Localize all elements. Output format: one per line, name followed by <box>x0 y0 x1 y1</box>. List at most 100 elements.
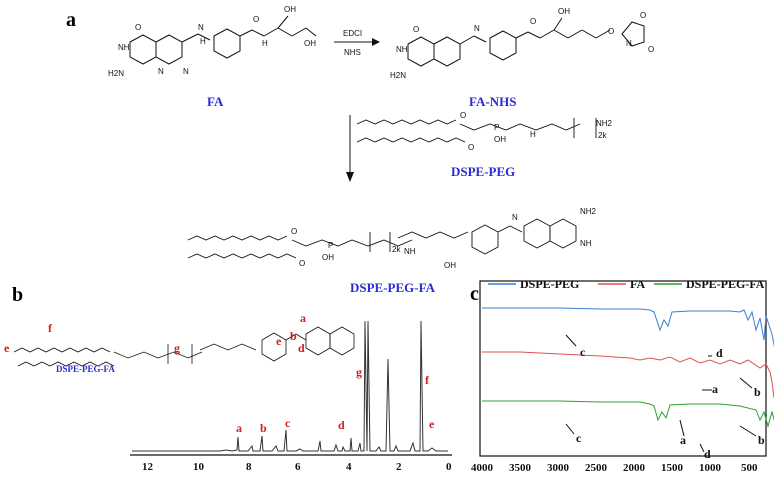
peak-label-b: b <box>260 421 267 435</box>
compound-label-dspe-peg: DSPE-PEG <box>451 164 515 179</box>
ftir-tick-4000: 4000 <box>471 462 494 474</box>
fanhs-atom-o3: O <box>608 27 614 36</box>
legend-label-dspe-peg: DSPE-PEG <box>520 277 579 291</box>
ftir-ann-c-blue: c <box>580 345 586 359</box>
nmr-tick-6: 6 <box>295 461 301 473</box>
ftir-frame <box>479 280 767 457</box>
dspeg-atom-p: P <box>494 123 499 132</box>
struct-label-e: e <box>4 341 10 355</box>
nmr-tick-12: 12 <box>142 461 154 473</box>
struct-label-d: d <box>298 341 305 355</box>
ftir-tick-1500: 1500 <box>661 462 684 474</box>
peak-label-d: d <box>338 418 345 432</box>
ftir-ann-b-green: b <box>758 433 765 447</box>
fa-nhs-atoms: O NH H2N N O OH O N O O <box>390 7 654 80</box>
fanhs-atom-oh: OH <box>558 7 570 16</box>
fa-atom-o2: O <box>253 15 259 24</box>
peak-label-a: a <box>236 421 242 435</box>
reaction-arrow-1 <box>334 38 380 46</box>
panel-label-c: c <box>470 283 479 305</box>
fa-structure <box>129 15 317 65</box>
compound-label-fa-nhs: FA-NHS <box>469 94 516 109</box>
dpf-atom-nh: NH <box>404 247 416 256</box>
dpf-atom-n: N <box>512 213 518 222</box>
ftir-annotations: c d a b c a b d <box>576 345 765 461</box>
nmr-tick-2: 2 <box>396 461 402 473</box>
compound-label-fa: FA <box>207 94 224 109</box>
dpf-atom-nh3: NH <box>580 239 592 248</box>
dspeg-atom-h: H <box>530 130 536 139</box>
struct-label-g: g <box>174 341 180 355</box>
ftir-ann-a-green: a <box>680 433 686 447</box>
fa-atom-n2: N <box>183 67 189 76</box>
peak-label-g: g <box>356 365 362 379</box>
dspe-peg-structure <box>356 118 597 143</box>
ftir-ann-a-red: a <box>712 382 718 396</box>
fa-atom-n3: N <box>198 23 204 32</box>
dspeg-atom-oh: OH <box>494 135 506 144</box>
dpf-atom-oh: OH <box>322 253 334 262</box>
ftir-x-ticks: 4000 3500 3000 2500 2000 1500 1000 500 <box>471 462 758 474</box>
fanhs-atom-n2: N <box>626 39 632 48</box>
panel-label-b: b <box>12 284 23 306</box>
peak-label-f: f <box>425 373 430 387</box>
nmr-structure <box>13 326 355 367</box>
legend-label-dspe-peg-fa: DSPE-PEG-FA <box>686 277 765 291</box>
peak-label-c: c <box>285 416 291 430</box>
fa-atom-h2n: H2N <box>108 69 124 78</box>
dpf-atom-oh2: OH <box>444 261 456 270</box>
fa-atoms: O NH H2N N N N H O H OH OH <box>108 5 316 78</box>
ftir-tick-3000: 3000 <box>547 462 570 474</box>
dspe-peg-atoms: O O P OH H 2k NH2 <box>460 111 613 152</box>
dspeg-atom-2k: 2k <box>598 131 607 140</box>
ftir-tick-2500: 2500 <box>585 462 608 474</box>
dspe-peg-fa-atoms: O O P OH 2k NH OH N NH2 NH <box>291 207 597 270</box>
fa-atom-oh2: OH <box>304 39 316 48</box>
dpf-atom-o2: O <box>299 259 305 268</box>
dpf-atom-nh2: NH2 <box>580 207 597 216</box>
ftir-tick-3500: 3500 <box>509 462 532 474</box>
nmr-tick-4: 4 <box>346 461 352 473</box>
fanhs-atom-h2n: H2N <box>390 71 406 80</box>
ftir-trace-dspe-peg <box>482 307 774 348</box>
ftir-ann-d-blue: d <box>716 346 723 360</box>
peak-label-e: e <box>429 417 435 431</box>
nmr-trace <box>132 320 448 452</box>
fa-nhs-structure <box>407 17 645 67</box>
panel-label-a: a <box>66 9 76 31</box>
reagent-edci: EDCI <box>343 29 362 38</box>
reaction-arrow-2 <box>346 115 354 182</box>
dspeg-atom-nh2: NH2 <box>596 119 613 128</box>
ftir-tick-2000: 2000 <box>623 462 646 474</box>
dpf-atom-2k: 2k <box>392 245 401 254</box>
compound-label-dspe-peg-fa: DSPE-PEG-FA <box>350 280 436 295</box>
nmr-plot <box>130 320 452 456</box>
struct-label-b: b <box>290 329 297 343</box>
ftir-legend: DSPE-PEG FA DSPE-PEG-FA <box>488 277 765 291</box>
dspeg-atom-o2: O <box>468 143 474 152</box>
dpf-atom-o1: O <box>291 227 297 236</box>
nmr-tick-10: 10 <box>193 461 205 473</box>
struct-label-f: f <box>48 321 53 335</box>
fanhs-atom-n: N <box>474 24 480 33</box>
ftir-ann-c-green: c <box>576 431 582 445</box>
fanhs-atom-o4: O <box>640 11 646 20</box>
fa-atom-oh1: OH <box>284 5 296 14</box>
fanhs-atom-o: O <box>413 25 419 34</box>
nmr-peak-labels: a b c d g f e <box>236 365 435 435</box>
nmr-structure-letters: e f g e b a d <box>4 311 306 355</box>
nmr-tick-0: 0 <box>446 461 452 473</box>
ftir-ann-d-green: d <box>704 447 711 461</box>
struct-label-e2: e <box>276 334 282 348</box>
fanhs-atom-o2: O <box>530 17 536 26</box>
ftir-annotation-arrows <box>565 334 757 453</box>
dpf-atom-p: P <box>328 241 333 250</box>
fanhs-atom-nh: NH <box>396 45 408 54</box>
fanhs-atom-o5: O <box>648 45 654 54</box>
ftir-tick-1000: 1000 <box>699 462 722 474</box>
fa-atom-h2: H <box>262 39 268 48</box>
ftir-trace-fa <box>482 351 774 399</box>
legend-label-fa: FA <box>630 277 645 291</box>
fa-atom-n1: N <box>158 67 164 76</box>
